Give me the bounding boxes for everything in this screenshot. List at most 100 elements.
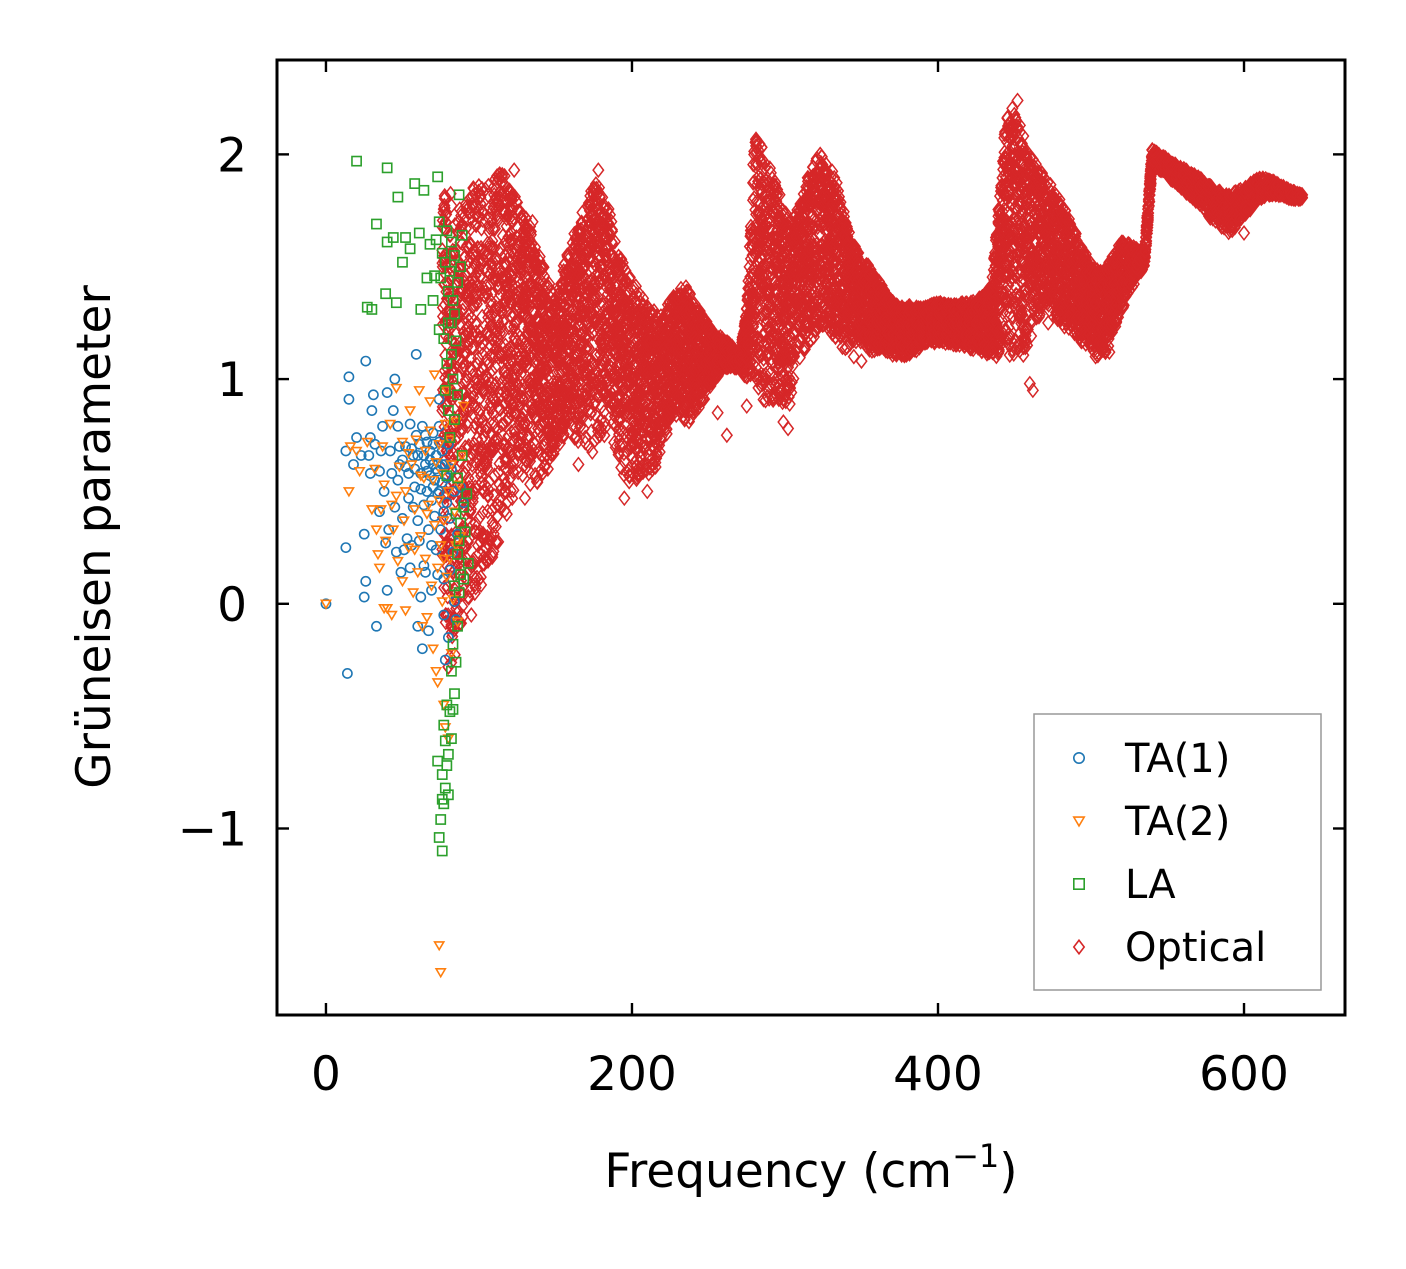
optical-point <box>505 397 518 414</box>
optical-point <box>472 183 485 200</box>
optical-point <box>461 320 474 337</box>
optical-point <box>489 533 502 550</box>
optical-point <box>439 213 452 230</box>
optical-point <box>504 183 517 200</box>
optical-point <box>526 322 539 339</box>
optical-point <box>593 427 606 444</box>
optical-point <box>465 339 478 356</box>
optical-point <box>608 233 621 250</box>
optical-point <box>543 275 556 292</box>
optical-point <box>598 427 611 444</box>
optical-point <box>604 271 618 288</box>
optical-point <box>603 206 617 223</box>
optical-point <box>492 533 505 550</box>
optical-point <box>489 268 502 285</box>
optical-point <box>505 232 519 249</box>
optical-point <box>449 379 462 396</box>
optical-point <box>612 260 625 277</box>
optical-point <box>543 411 556 428</box>
optical-point <box>597 333 610 350</box>
optical-point <box>504 448 518 465</box>
optical-point <box>596 329 609 346</box>
optical-point <box>551 382 565 399</box>
optical-point <box>620 302 633 319</box>
optical-point <box>569 429 583 446</box>
optical-point <box>588 180 601 197</box>
optical-point <box>485 286 498 303</box>
optical-point <box>519 347 532 364</box>
optical-point <box>462 413 475 430</box>
optical-point <box>474 576 488 593</box>
optical-point <box>462 437 475 454</box>
optical-point <box>535 289 548 306</box>
optical-point <box>498 167 511 184</box>
optical-point <box>480 451 494 468</box>
optical-point <box>467 298 480 315</box>
optical-point <box>495 416 508 433</box>
optical-point <box>481 235 494 252</box>
optical-point <box>478 372 491 389</box>
optical-point <box>596 226 609 243</box>
optical-point <box>519 452 532 469</box>
optical-point <box>569 419 583 436</box>
optical-point <box>496 313 509 330</box>
optical-point <box>598 198 611 214</box>
optical-point <box>511 377 524 394</box>
optical-point <box>597 342 610 359</box>
optical-point <box>557 428 570 445</box>
optical-point <box>446 454 459 471</box>
optical-point <box>505 424 518 441</box>
optical-point <box>506 463 520 480</box>
optical-point <box>557 305 571 322</box>
optical-point <box>513 397 526 414</box>
optical-point <box>558 298 572 315</box>
optical-point <box>436 402 449 419</box>
optical-point <box>568 389 582 406</box>
optical-point <box>499 386 512 403</box>
optical-point <box>604 245 618 262</box>
optical-point <box>619 357 632 374</box>
optical-point <box>482 531 496 548</box>
optical-point <box>457 357 470 374</box>
optical-point <box>588 225 601 242</box>
optical-point <box>440 509 454 526</box>
optical-point <box>583 307 596 324</box>
optical-point <box>591 417 605 434</box>
optical-point <box>439 314 452 331</box>
optical-point <box>487 414 501 431</box>
optical-point <box>605 359 618 376</box>
optical-point <box>449 479 463 496</box>
optical-point <box>557 257 570 274</box>
optical-point <box>448 410 461 427</box>
series-optical <box>436 92 1309 676</box>
optical-point <box>580 340 593 357</box>
optical-point <box>588 293 601 310</box>
optical-point <box>501 441 514 458</box>
optical-point <box>535 415 548 432</box>
optical-point <box>595 356 608 373</box>
optical-point <box>474 339 488 356</box>
scatter-data-layer <box>319 92 1309 979</box>
optical-point <box>466 490 479 507</box>
optical-point <box>510 193 523 210</box>
optical-point <box>492 398 505 415</box>
optical-point <box>465 262 478 279</box>
optical-point <box>613 437 627 454</box>
optical-point <box>582 438 596 455</box>
optical-point <box>466 325 480 342</box>
optical-point <box>446 242 459 259</box>
optical-point <box>481 460 494 477</box>
optical-point <box>485 362 498 379</box>
optical-point <box>472 350 485 367</box>
optical-point <box>619 262 632 279</box>
optical-point <box>581 243 595 260</box>
optical-point <box>452 214 465 231</box>
optical-point <box>470 430 484 447</box>
optical-point <box>627 289 640 306</box>
optical-point <box>469 523 483 540</box>
optical-point <box>586 444 599 461</box>
optical-point <box>551 393 564 410</box>
optical-point <box>577 420 590 437</box>
optical-point <box>589 393 602 410</box>
